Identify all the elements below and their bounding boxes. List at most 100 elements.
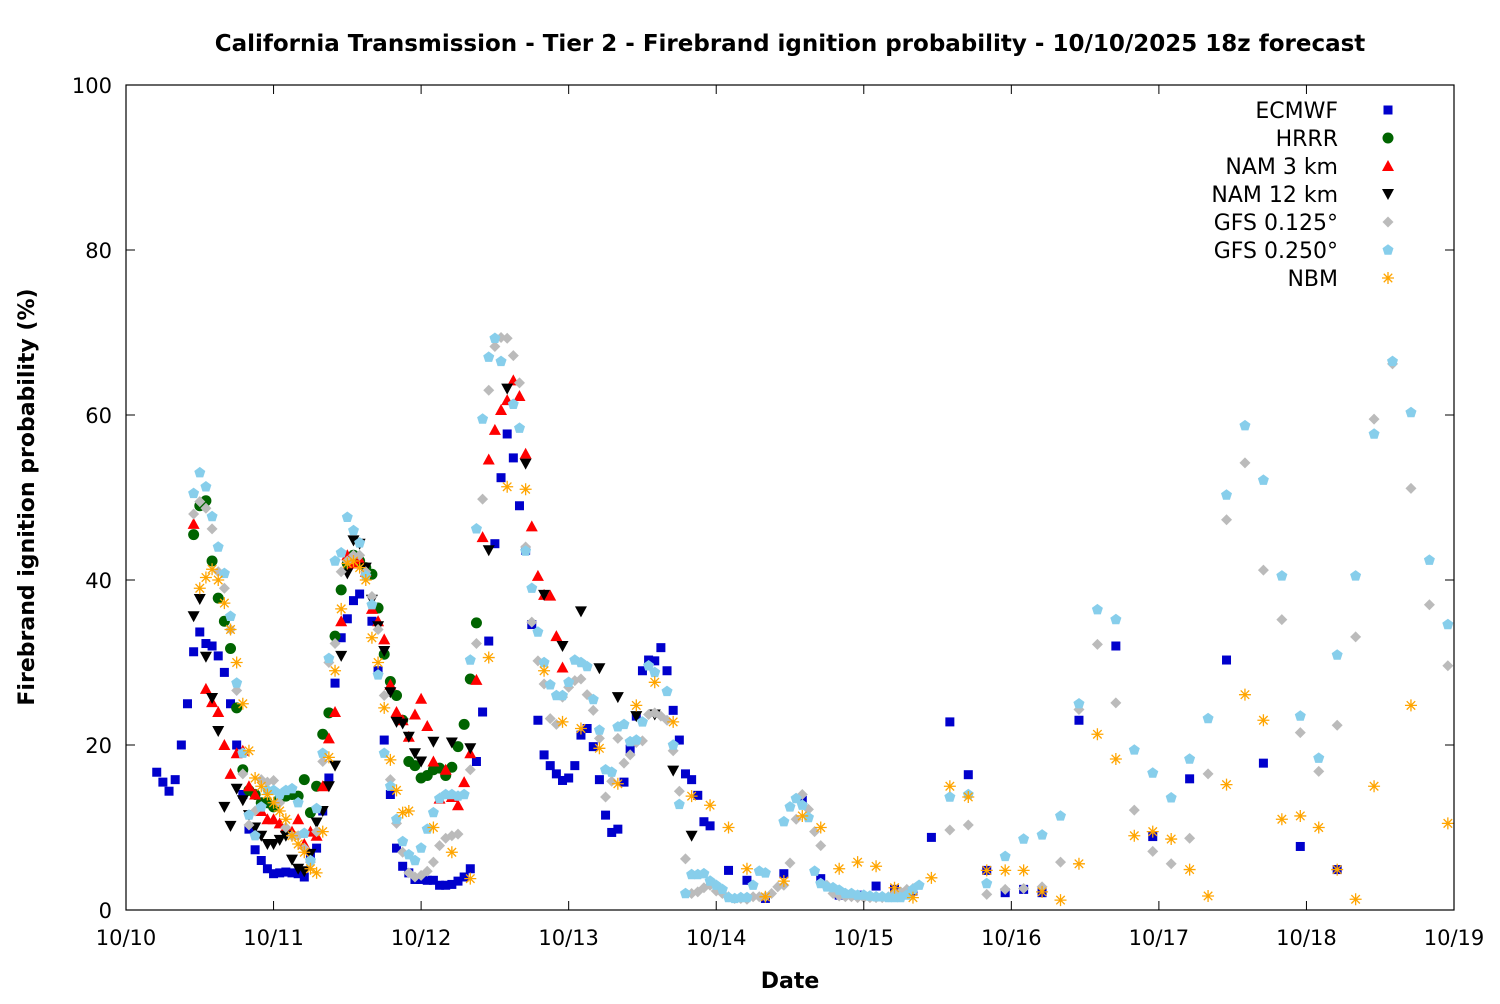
data-point (187, 611, 200, 623)
data-point (379, 735, 389, 745)
data-point (1055, 810, 1066, 821)
data-point (809, 826, 821, 838)
data-point (851, 856, 864, 869)
legend-marker (1382, 189, 1394, 200)
data-point (624, 749, 636, 761)
data-point (225, 642, 237, 654)
data-point (226, 699, 236, 709)
data-point (1404, 699, 1417, 712)
data-point (465, 864, 475, 874)
data-point (619, 777, 629, 787)
data-point (242, 744, 255, 757)
data-point (224, 623, 237, 636)
legend-entry: NBM (1287, 267, 1394, 292)
data-point (564, 773, 574, 783)
data-point (453, 876, 463, 886)
x-axis-label: Date (761, 969, 820, 994)
data-point (286, 782, 298, 794)
data-point (335, 566, 347, 578)
data-point (355, 589, 365, 599)
data-point (452, 799, 464, 811)
data-point (777, 875, 790, 888)
data-point (1185, 774, 1195, 784)
data-point (224, 767, 237, 779)
data-point (519, 447, 532, 459)
plot-marks (152, 331, 1454, 907)
data-point (514, 501, 524, 511)
data-point (212, 706, 225, 717)
data-point (286, 854, 298, 866)
data-point (311, 802, 323, 814)
data-point (539, 750, 549, 760)
data-point (421, 720, 434, 732)
data-point (292, 838, 305, 850)
data-point (680, 769, 690, 779)
data-point (458, 776, 471, 788)
data-point (452, 741, 464, 753)
data-point (693, 790, 703, 800)
data-point (650, 656, 660, 666)
data-point (1091, 728, 1104, 741)
data-point (212, 541, 224, 552)
data-point (329, 630, 341, 642)
data-point (563, 676, 575, 687)
data-point (267, 796, 280, 809)
data-point (273, 805, 286, 817)
data-point (470, 673, 483, 685)
data-point (482, 453, 495, 465)
y-tick-label: 40 (85, 569, 112, 593)
data-point (1442, 660, 1454, 672)
data-point (667, 739, 679, 750)
data-point (1110, 697, 1122, 709)
data-point (1018, 833, 1030, 844)
y-tick-label: 0 (99, 899, 112, 923)
data-point (1147, 845, 1159, 857)
data-point (1183, 863, 1196, 876)
data-point (236, 697, 249, 710)
data-point (372, 669, 384, 680)
data-point (667, 715, 680, 728)
x-tick-label: 10/15 (834, 926, 895, 950)
data-point (176, 740, 186, 750)
data-point (926, 832, 936, 842)
data-point (206, 563, 219, 576)
data-point (575, 673, 587, 685)
data-point (1146, 825, 1159, 838)
legend-label: GFS 0.125° (1214, 211, 1338, 236)
data-point (507, 350, 519, 362)
data-point (740, 862, 753, 875)
data-point (249, 788, 262, 800)
data-point (1423, 554, 1435, 565)
data-point (925, 871, 938, 884)
data-point (464, 654, 476, 665)
data-point (200, 502, 212, 514)
data-point (716, 883, 728, 895)
data-point (304, 862, 317, 875)
data-point (490, 539, 500, 549)
data-point (673, 785, 685, 797)
data-point (483, 351, 495, 362)
data-point (556, 661, 569, 673)
data-point (1184, 832, 1196, 844)
data-point (218, 567, 230, 579)
data-point (1109, 753, 1122, 766)
series-gfs-0-250- (188, 332, 1454, 904)
data-point (519, 458, 532, 470)
data-point (335, 547, 347, 558)
data-point (870, 860, 883, 873)
data-point (312, 843, 322, 853)
data-point (335, 615, 348, 627)
data-point (390, 706, 403, 717)
legend-marker (1382, 160, 1394, 171)
data-point (372, 656, 385, 669)
legend-label: NBM (1287, 267, 1338, 292)
data-point (249, 830, 261, 841)
data-point (1405, 406, 1417, 418)
data-point (273, 834, 286, 846)
data-point (329, 706, 342, 717)
data-point (698, 867, 710, 879)
data-point (943, 780, 956, 793)
data-point (685, 830, 698, 842)
data-point (613, 824, 623, 834)
